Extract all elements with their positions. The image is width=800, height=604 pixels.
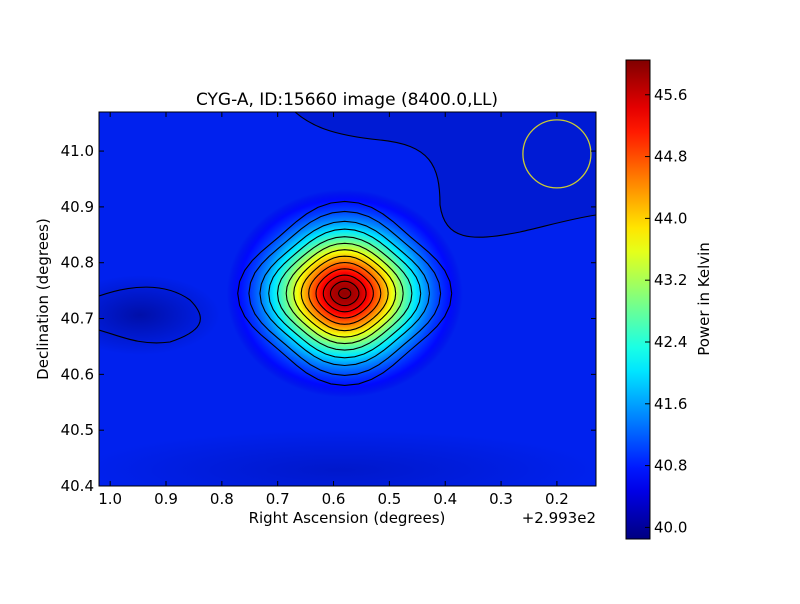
y-tick-label: 40.8 [61,254,94,272]
contour-line [285,242,404,345]
x-tick-label: 0.3 [489,490,513,508]
x-tick-label: 0.6 [322,490,346,508]
x-tick-label: 1.0 [98,490,122,508]
contour-line [308,261,382,325]
colorbar-tick-label: 44.0 [654,209,687,227]
x-axis-offset: +2.993e2 [522,509,596,527]
x-tick-label: 0.5 [377,490,401,508]
y-tick-label: 40.6 [61,365,94,383]
contour-line [276,236,413,351]
contour-line [300,255,389,332]
contour-line [248,210,442,376]
colorbar-tick-label: 40.8 [654,457,687,475]
colorbar-tick-label: 40.0 [654,518,687,536]
x-tick-label: 0.9 [154,490,178,508]
x-axis-label: Right Ascension (degrees) [249,509,446,527]
source-emission [226,189,463,398]
colorbar-ticks: 40.0 40.8 41.6 42.4 43.2 44.0 44.8 45.6 [645,86,687,536]
dim-region-bottom [99,430,596,486]
contour-line [268,228,422,359]
y-tick-label: 41.0 [61,142,94,160]
contour-line [259,220,431,367]
beam-circle [522,119,592,189]
dim-region-upper-right [295,112,596,238]
y-tick-label: 40.5 [61,421,94,439]
contour-line [293,249,397,338]
x-tick-label: 0.2 [545,490,569,508]
x-tick-label: 0.8 [210,490,234,508]
colorbar-tick-label: 43.2 [654,271,687,289]
x-tick-label: 0.7 [266,490,290,508]
contour-lines [99,112,596,386]
colorbar-label: Power in Kelvin [695,242,713,356]
x-axis-ticks: 1.0 0.9 0.8 0.7 0.6 0.5 0.4 0.3 0.2 [98,112,569,508]
x-tick-label: 0.4 [433,490,457,508]
y-tick-label: 40.7 [61,310,94,328]
y-tick-label: 40.9 [61,198,94,216]
contour-line-upper-right [294,112,596,238]
contour-line-left [99,286,201,344]
colorbar-tick-label: 42.4 [654,333,687,351]
heatmap-area [99,112,596,486]
y-tick-label: 40.4 [61,477,94,495]
colorbar-tick-label: 41.6 [654,395,687,413]
contour-line [237,200,453,386]
contour-line [315,268,374,319]
axes-frame [98,111,597,487]
colorbar [625,59,651,540]
y-axis-label: Declination (degrees) [34,218,52,380]
colorbar-tick-label: 44.8 [654,148,687,166]
contour-line [338,287,352,300]
chart-title: CYG-A, ID:15660 image (8400.0,LL) [196,90,498,110]
y-axis-ticks: 40.4 40.5 40.6 40.7 40.8 40.9 41.0 [61,142,596,495]
contour-line [322,274,367,313]
dim-region-left [99,275,220,355]
contour-line [329,280,360,307]
colorbar-tick-label: 45.6 [654,86,687,104]
